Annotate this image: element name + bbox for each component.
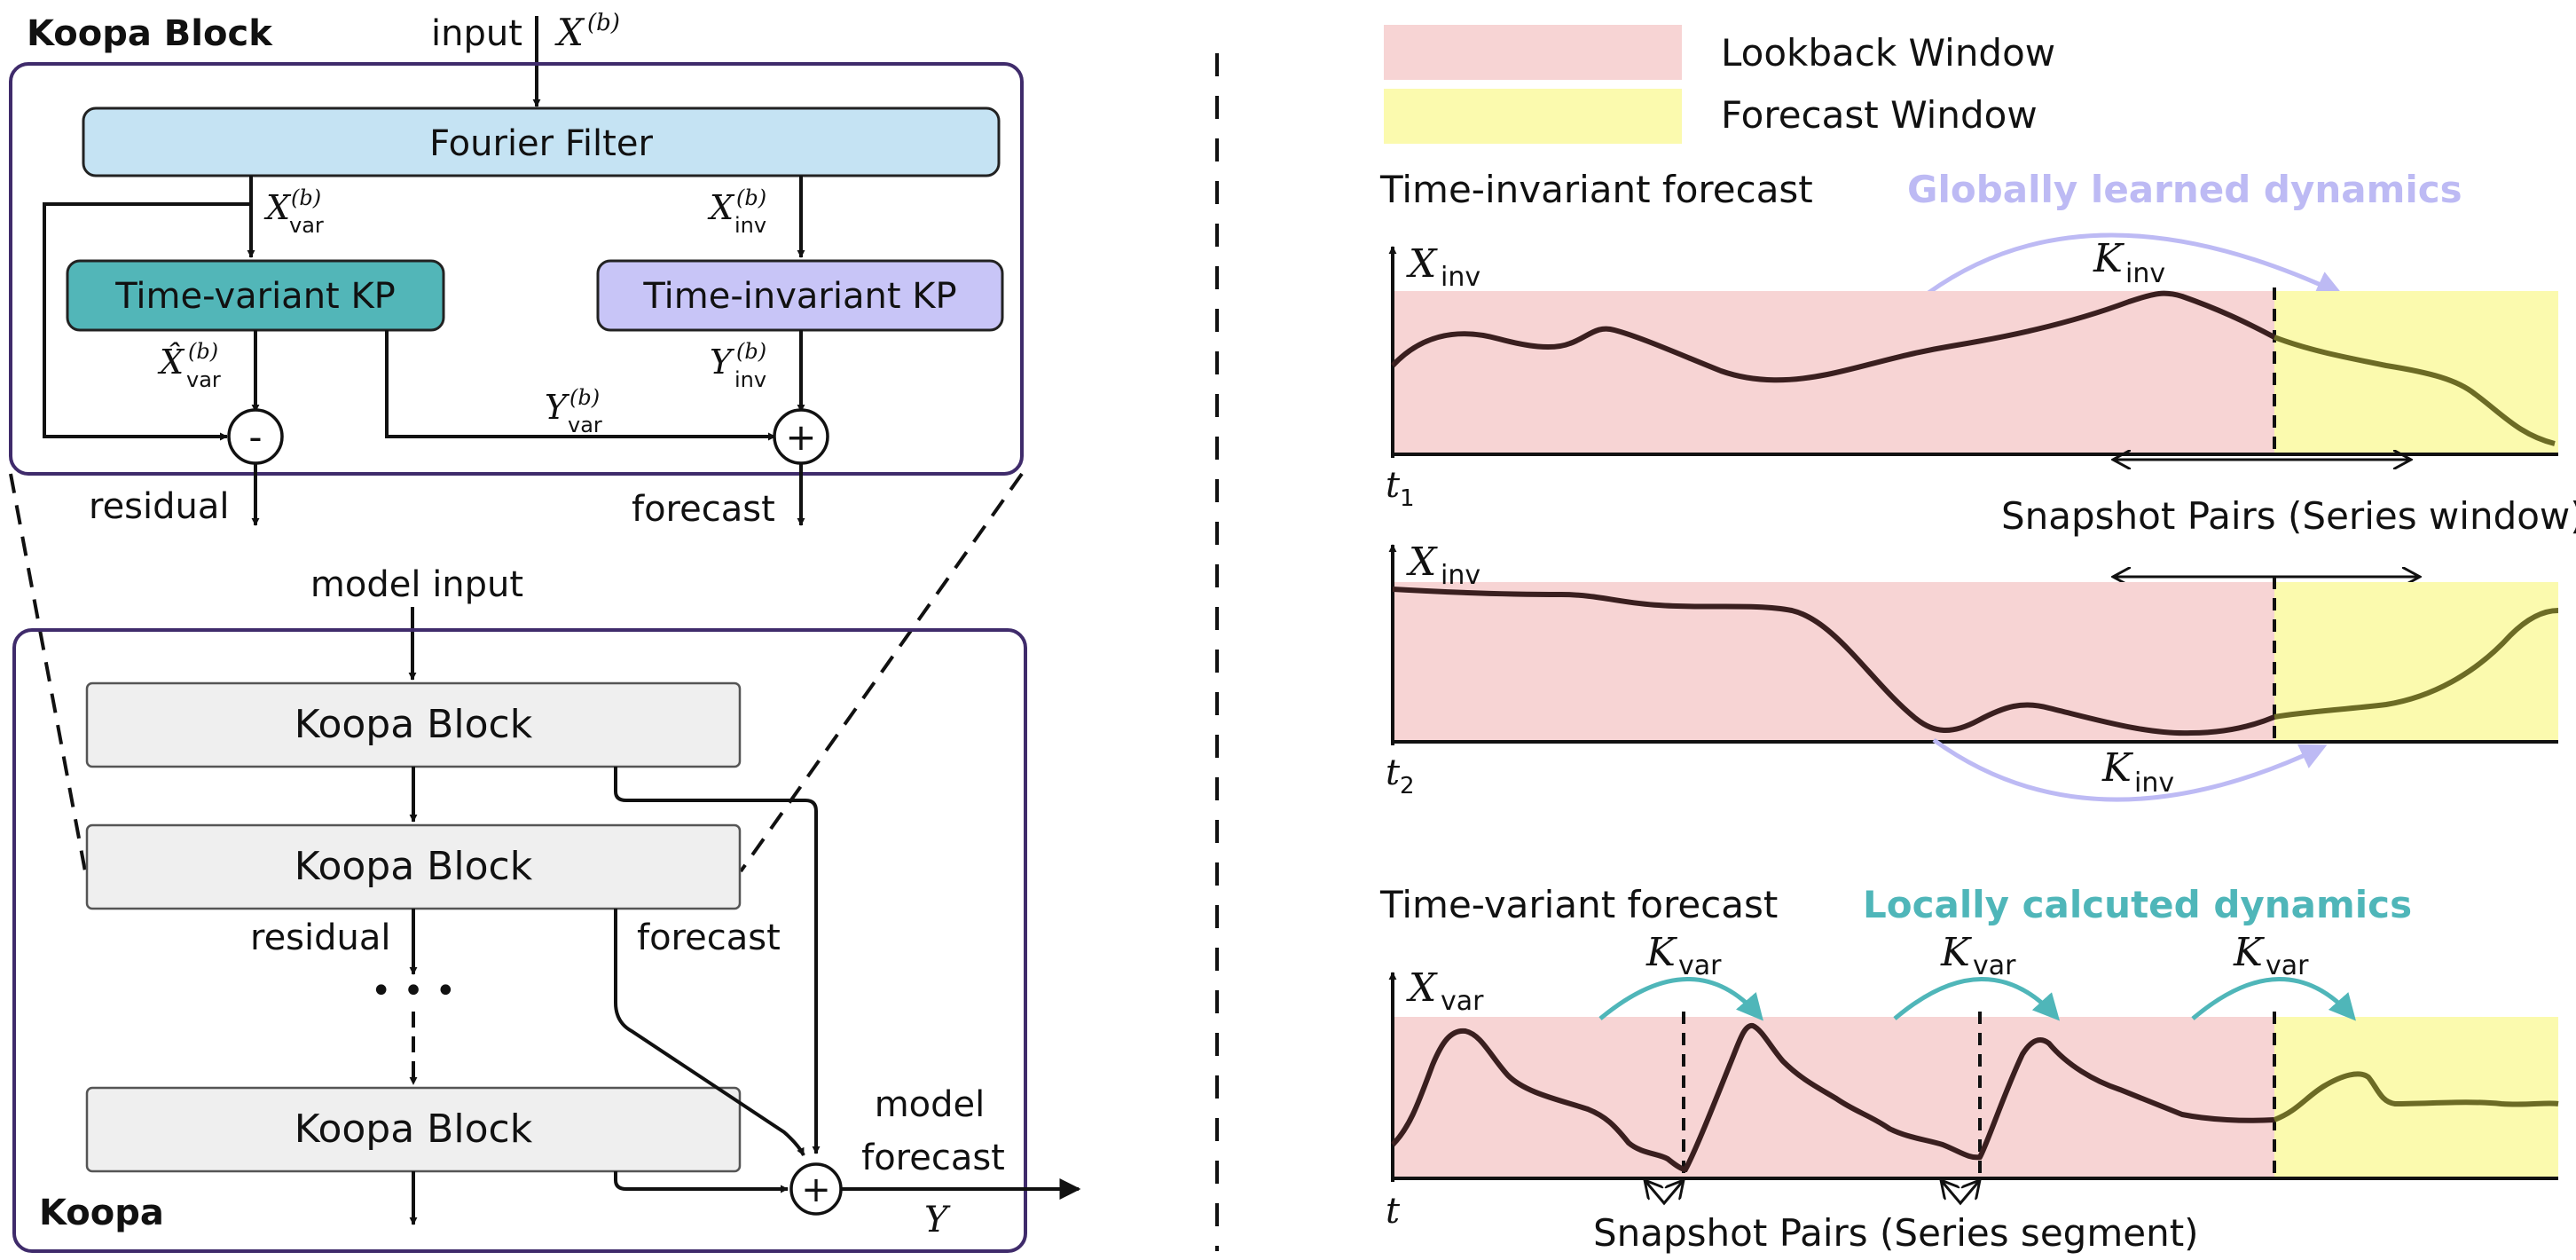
yvar-symbol-sub: var: [568, 413, 602, 437]
local-arc-2: [1893, 977, 2061, 1021]
var-title: Time-variant forecast: [1379, 883, 1778, 926]
zoom-line-left: [9, 473, 87, 872]
panel2-series-forecast: [2274, 608, 2559, 720]
model-forecast-label-2: forecast: [861, 1138, 1005, 1178]
plus-aggregate-symbol: +: [801, 1169, 831, 1210]
xvar-symbol-sub: var: [289, 213, 324, 238]
panel3-x-var: X: [1406, 965, 1438, 1011]
residual-label: residual: [89, 486, 230, 527]
panel1-series-lookback: [1390, 290, 2276, 383]
fourier-filter-label: Fourier Filter: [429, 123, 653, 164]
yvar-path: [385, 330, 776, 441]
k-var-1: K: [1645, 930, 1677, 975]
yinv-symbol-sup: (b): [736, 339, 766, 364]
panel2-x-inv: X: [1406, 539, 1438, 585]
zoom-line-right: [739, 472, 1024, 873]
input-symbol: X: [554, 11, 585, 54]
panel1-t1-sub: 1: [1400, 485, 1415, 512]
legend-lookback-label: Lookback Window: [1721, 31, 2055, 75]
panel2-x-inv-sub: inv: [1441, 560, 1480, 591]
koopa-block-label-1: Koopa Block: [295, 702, 533, 747]
panel1-x-inv-sub: inv: [1441, 262, 1480, 293]
forecast-path-3: [614, 1171, 789, 1193]
input-label: input: [431, 13, 522, 54]
yvar-symbol: Y: [545, 388, 570, 427]
minus-operator-symbol: -: [248, 415, 262, 459]
global-arc-bottom: [1932, 737, 2328, 802]
xhat-symbol-sub: var: [186, 367, 221, 392]
input-symbol-sup: (b): [587, 10, 620, 36]
yinv-symbol-sub: inv: [734, 367, 766, 392]
koopa-block-title: Koopa Block: [27, 13, 273, 54]
global-arc-top: [1927, 232, 2344, 296]
panel2-t2-sub: 2: [1400, 773, 1415, 799]
fourier-filter-box: [82, 106, 1001, 177]
stack-residual-label: residual: [250, 917, 391, 958]
panel2-t2: t: [1386, 752, 1401, 793]
stack-forecast-label: forecast: [637, 917, 781, 958]
snapshot-segment-arrows-2: [1941, 1180, 1980, 1206]
k-inv-bottom: K: [2101, 745, 2133, 791]
ellipsis-horizontal: • • •: [371, 971, 456, 1012]
yinv-symbol: Y: [710, 343, 735, 382]
model-input-label: model input: [310, 564, 523, 605]
local-title: Locally calcuted dynamics: [1863, 883, 2412, 926]
local-arc-1: [1598, 977, 1763, 1021]
xinv-symbol: X: [707, 188, 735, 227]
koopa-block-frame: [9, 62, 1024, 476]
k-inv-top-sub: inv: [2125, 258, 2165, 289]
panel3-forecast: [2274, 1017, 2558, 1177]
y-symbol: Y: [924, 1200, 951, 1240]
koopa-title: Koopa: [39, 1193, 164, 1233]
panel2-series-lookback: [1392, 587, 2276, 736]
forecast-label: forecast: [632, 489, 775, 530]
k-var-2: K: [1940, 930, 1972, 975]
panel3-x-var-sub: var: [1441, 986, 1484, 1017]
panel2-forecast: [2274, 582, 2558, 740]
xvar-symbol-sup: (b): [291, 185, 321, 210]
snapshot-segment-label: Snapshot Pairs (Series segment): [1593, 1211, 2199, 1255]
legend-forecast-swatch: [1384, 89, 1682, 144]
inv-title: Time-invariant forecast: [1379, 168, 1813, 211]
panel3-t: t: [1386, 1191, 1401, 1232]
snapshot-segment-arrows-1: [1645, 1180, 1684, 1206]
k-var-3-sub: var: [2266, 950, 2309, 981]
plus-operator-symbol: +: [785, 415, 816, 459]
koopa-frame: [12, 628, 1027, 1253]
koopa-block-label-2: Koopa Block: [295, 844, 533, 889]
global-title: Globally learned dynamics: [1907, 168, 2462, 211]
legend-forecast-label: Forecast Window: [1721, 93, 2038, 137]
panel1-x-inv: X: [1406, 241, 1438, 287]
panel3-series-forecast: [2273, 1071, 2559, 1122]
legend-lookback-swatch: [1384, 25, 1682, 80]
panel1-t1: t: [1386, 465, 1401, 506]
xvar-symbol: X: [263, 188, 292, 227]
model-forecast-label-1: model: [875, 1084, 986, 1125]
yvar-symbol-sup: (b): [569, 385, 600, 410]
k-var-2-sub: var: [1973, 950, 2016, 981]
time-variant-kp-label: Time-variant KP: [114, 276, 396, 317]
koopa-block-label-3: Koopa Block: [295, 1106, 533, 1152]
xhat-symbol: X̂: [157, 343, 185, 382]
xinv-symbol-sub: inv: [734, 213, 766, 238]
forecast-path-2: [614, 909, 805, 1156]
local-arc-3: [2191, 977, 2356, 1021]
xinv-symbol-sup: (b): [736, 185, 766, 210]
panel1-series-forecast: [2273, 335, 2556, 446]
residual-bypass-path: [43, 202, 251, 441]
panel2-lookback: [1393, 582, 2274, 740]
k-inv-bottom-sub: inv: [2134, 768, 2174, 799]
k-inv-top: K: [2093, 236, 2124, 281]
forecast-path-1: [614, 767, 821, 1154]
xhat-symbol-sup: (b): [188, 339, 218, 364]
snapshot-window-label: Snapshot Pairs (Series window): [2001, 494, 2576, 538]
k-var-3: K: [2233, 930, 2265, 975]
panel3-series-lookback: [1390, 1023, 2275, 1173]
k-var-1-sub: var: [1678, 950, 1722, 981]
time-invariant-kp-label: Time-invariant KP: [642, 276, 956, 317]
